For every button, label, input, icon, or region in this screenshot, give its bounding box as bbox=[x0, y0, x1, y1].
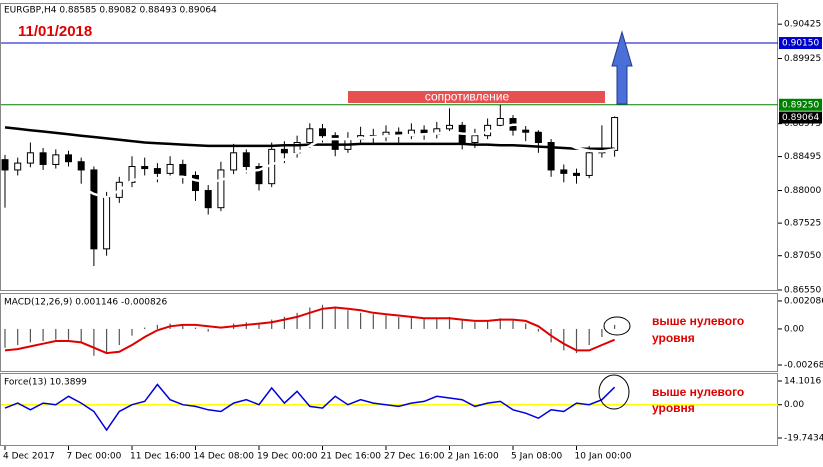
candle-body bbox=[255, 166, 263, 185]
y-tick-label: 0.86550 bbox=[784, 286, 821, 296]
level-label: 0.90150 bbox=[782, 39, 819, 49]
resistance-label: сопротивление bbox=[425, 90, 510, 104]
up-arrow bbox=[611, 30, 633, 105]
candle-body bbox=[1, 159, 9, 171]
candle-body bbox=[319, 128, 326, 137]
candle-body bbox=[560, 169, 568, 174]
level-label: 0.89064 bbox=[782, 113, 819, 123]
macd-panel bbox=[0, 293, 778, 372]
highlight-circle bbox=[598, 374, 630, 410]
force-line bbox=[4, 383, 616, 432]
candle-body bbox=[204, 190, 212, 209]
annotation: выше нулевого bbox=[652, 314, 744, 328]
x-tick-label: 14 Dec 08:00 bbox=[194, 452, 255, 462]
candle-body bbox=[573, 172, 580, 176]
candle-body bbox=[52, 154, 60, 165]
candle-body bbox=[90, 169, 98, 250]
price-panel bbox=[0, 3, 778, 291]
candle-body bbox=[103, 196, 111, 250]
candle-body bbox=[230, 152, 238, 171]
y-tick-label: -0.002687 bbox=[784, 360, 823, 370]
candle-body bbox=[14, 162, 22, 171]
resistance-box bbox=[348, 91, 605, 103]
candle-body bbox=[77, 161, 85, 171]
x-tick-label: 10 Jan 00:00 bbox=[575, 452, 632, 462]
x-tick-label: 2 Jan 16:00 bbox=[448, 452, 500, 462]
macd-title: MACD(12,26,9) 0.001146 -0.000826 bbox=[4, 298, 167, 308]
y-tick-label: 0.002086 bbox=[784, 296, 823, 306]
y-tick-label: 0.87525 bbox=[784, 219, 821, 229]
candle-body bbox=[192, 174, 199, 192]
candle-body bbox=[446, 124, 453, 130]
level-label: 0.89250 bbox=[782, 100, 819, 110]
moving-average bbox=[80, 123, 615, 199]
price-title: EURGBP,H4 0.88585 0.89082 0.88493 0.8906… bbox=[4, 6, 217, 16]
level-box bbox=[779, 98, 822, 111]
y-tick-label: 0.87050 bbox=[784, 251, 821, 261]
x-tick-label: 5 Jan 08:00 bbox=[511, 452, 563, 462]
date-label: 11/01/2018 bbox=[18, 23, 92, 40]
y-tick-label: 0.88975 bbox=[784, 119, 821, 129]
x-tick-label: 11 Dec 16:00 bbox=[130, 452, 191, 462]
y-tick-label: -19.7434 bbox=[784, 433, 823, 443]
candle-body bbox=[26, 152, 34, 164]
candle-body bbox=[547, 142, 555, 171]
marks: 0.90425 0.89925 0.88975 0.88495 0.88000 0.875… bbox=[1, 20, 823, 462]
candle-body bbox=[166, 163, 174, 174]
x-tick-label: 21 Dec 16:00 bbox=[321, 452, 382, 462]
candle-body bbox=[242, 152, 250, 168]
candle-body bbox=[496, 118, 504, 126]
candle-body bbox=[280, 148, 288, 154]
x-tick-label: 27 Dec 16:00 bbox=[384, 452, 445, 462]
candle-body bbox=[179, 163, 187, 176]
candle-body bbox=[331, 135, 339, 150]
candle-body bbox=[39, 152, 47, 165]
x-tick-label: 4 Dec 2017 bbox=[3, 452, 55, 462]
y-tick-label: 0.90425 bbox=[784, 20, 821, 30]
y-tick-label: 0.88000 bbox=[784, 186, 821, 196]
candle-body bbox=[471, 135, 479, 144]
candle-body bbox=[585, 152, 593, 176]
signal-line bbox=[4, 306, 615, 355]
candle-body bbox=[522, 129, 530, 133]
candle-body bbox=[128, 166, 136, 183]
level-box bbox=[779, 37, 822, 50]
y-tick-label: 0.00 bbox=[784, 324, 804, 334]
highlight-circle bbox=[603, 316, 631, 336]
x-tick-label: 19 Dec 00:00 bbox=[257, 452, 318, 462]
annotation: уровня bbox=[652, 331, 695, 345]
y-tick-label: 0.89925 bbox=[784, 54, 821, 64]
candle-body bbox=[534, 131, 542, 144]
candle-body bbox=[217, 169, 225, 209]
force-title: Force(13) 10.3899 bbox=[4, 378, 87, 388]
level-box bbox=[779, 111, 822, 124]
y-tick-label: 14.1016 bbox=[784, 376, 821, 386]
candle-body bbox=[306, 128, 314, 144]
y-tick-label: 0.88495 bbox=[784, 152, 821, 162]
annotation: выше нулевого bbox=[652, 385, 744, 399]
candle-body bbox=[141, 166, 149, 170]
annotation: уровня bbox=[652, 401, 695, 415]
x-tick-label: 7 Dec 00:00 bbox=[67, 452, 122, 462]
candle-body bbox=[611, 117, 619, 151]
candle-body bbox=[153, 168, 161, 174]
candle-body bbox=[65, 154, 72, 163]
y-tick-label: 0.00 bbox=[784, 400, 804, 410]
force-panel bbox=[0, 373, 778, 446]
